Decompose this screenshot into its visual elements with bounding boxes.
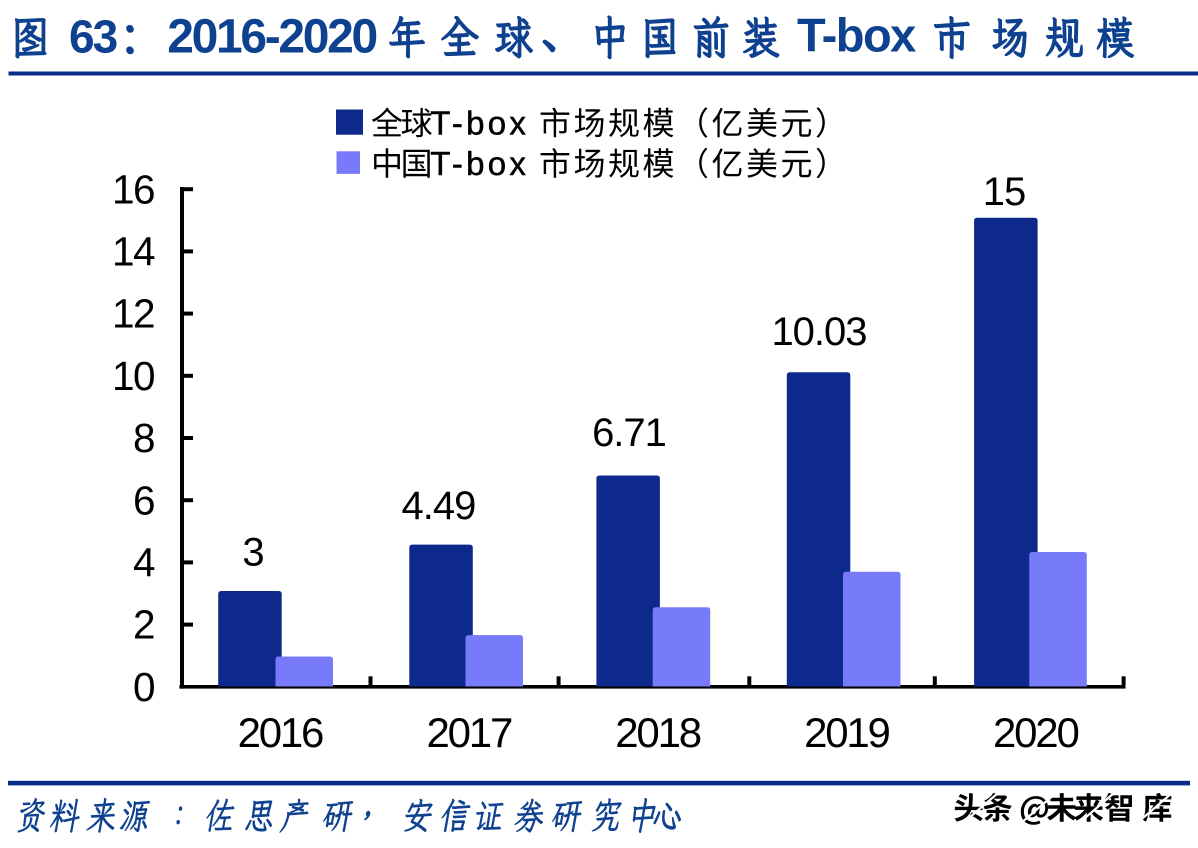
- svg-text:2: 2: [133, 602, 154, 648]
- svg-text:4: 4: [133, 540, 155, 586]
- svg-text:2019: 2019: [804, 709, 889, 756]
- svg-text:12: 12: [112, 291, 154, 337]
- svg-text:6: 6: [133, 477, 154, 523]
- svg-text:T-box: T-box: [797, 8, 916, 61]
- svg-text:4.49: 4.49: [401, 484, 475, 528]
- svg-text:6.71: 6.71: [592, 411, 666, 455]
- svg-text:2020: 2020: [993, 709, 1078, 756]
- svg-text:2017: 2017: [426, 709, 511, 756]
- svg-text:2016: 2016: [238, 709, 323, 756]
- svg-text:2018: 2018: [615, 709, 700, 756]
- svg-text:2016-2020: 2016-2020: [167, 10, 376, 63]
- svg-text:10.03: 10.03: [771, 310, 866, 354]
- svg-text:15: 15: [983, 170, 1026, 214]
- svg-text:8: 8: [133, 415, 154, 461]
- svg-text:0: 0: [133, 664, 154, 710]
- svg-text:10: 10: [112, 353, 154, 399]
- svg-text:63: 63: [69, 10, 117, 62]
- svg-text:14: 14: [112, 229, 155, 275]
- svg-text:3: 3: [242, 531, 263, 575]
- svg-text:T-box: T-box: [430, 145, 529, 182]
- svg-text:16: 16: [112, 166, 154, 212]
- svg-text:T-box: T-box: [430, 105, 529, 142]
